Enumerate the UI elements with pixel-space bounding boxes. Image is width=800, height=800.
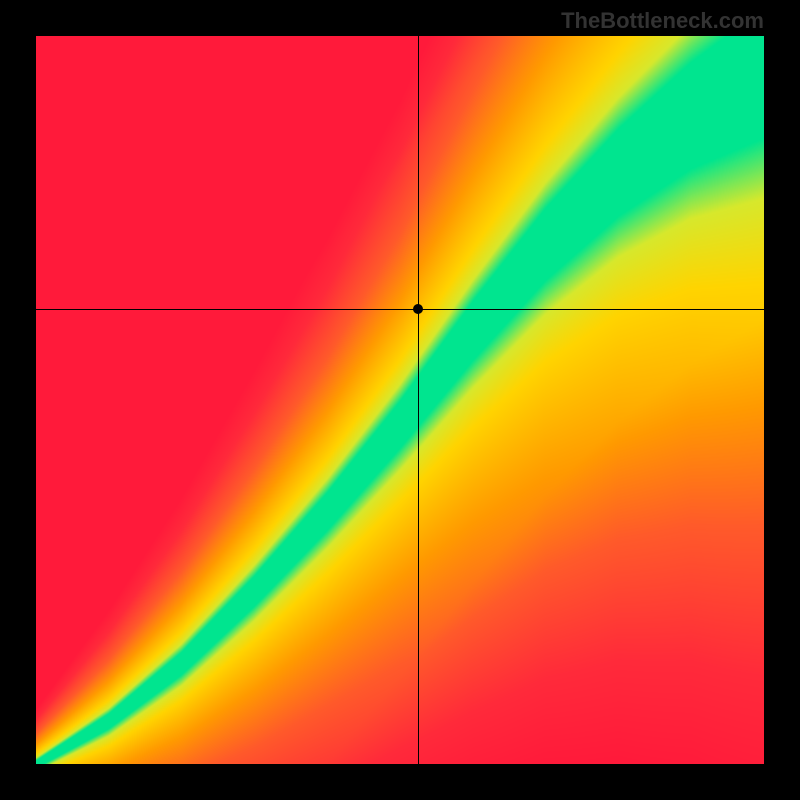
heatmap-canvas	[36, 36, 764, 764]
crosshair-point	[413, 304, 423, 314]
watermark-text: TheBottleneck.com	[561, 8, 764, 34]
chart-container: TheBottleneck.com	[0, 0, 800, 800]
plot-area	[36, 36, 764, 764]
crosshair-vertical	[418, 36, 419, 764]
crosshair-horizontal	[36, 309, 764, 310]
